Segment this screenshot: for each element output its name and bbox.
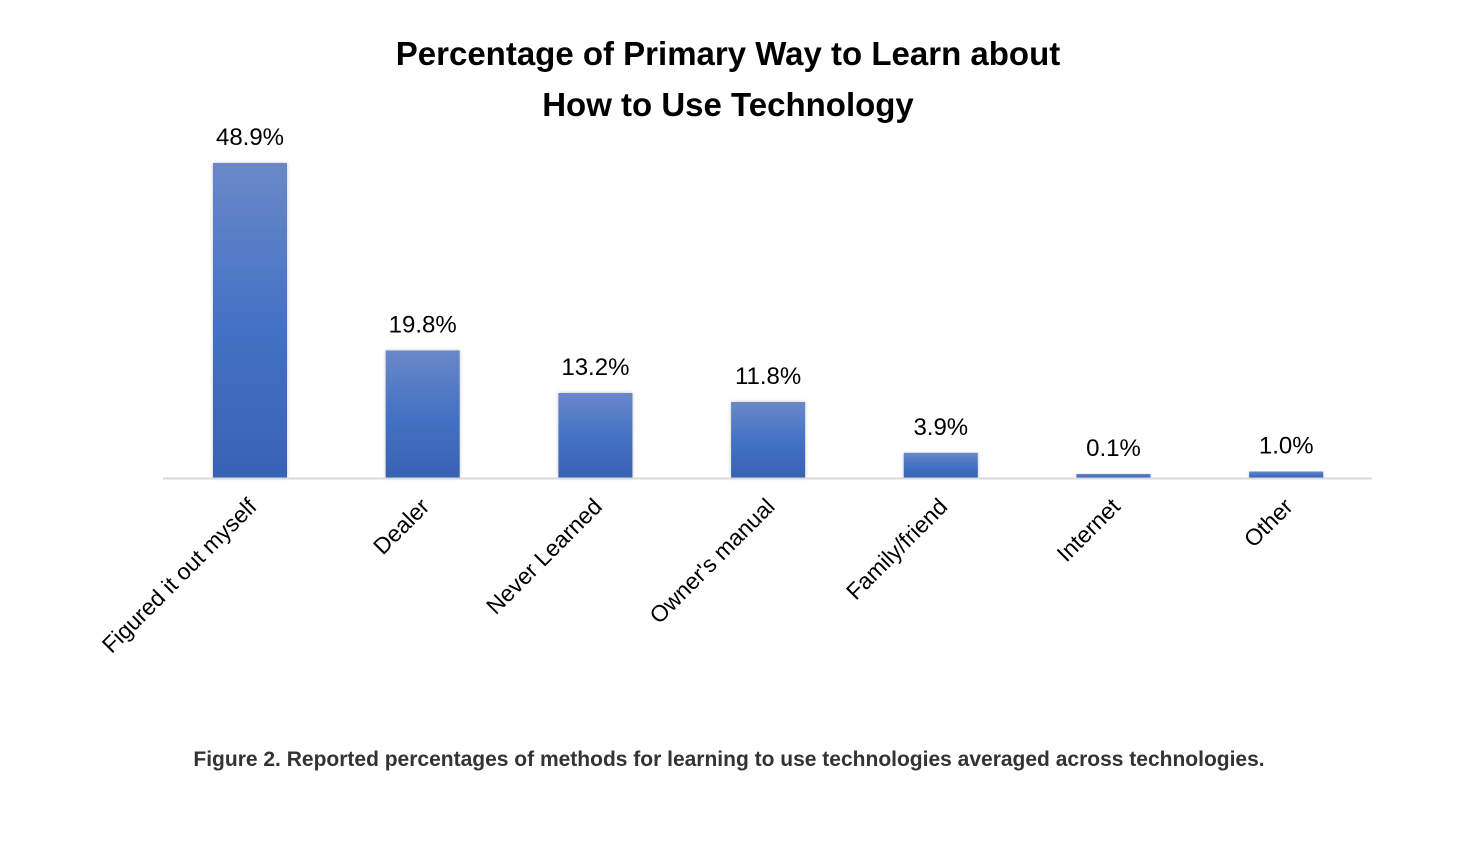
data-label-6: 1.0% xyxy=(1259,433,1314,460)
x-tick-label-4: Family/friend xyxy=(841,493,952,604)
bar-6 xyxy=(1249,471,1324,478)
bar-1 xyxy=(385,350,460,478)
data-label-5: 0.1% xyxy=(1086,435,1141,462)
bar-5 xyxy=(1076,474,1151,478)
x-tick-label-3: Owner's manual xyxy=(644,493,779,628)
x-tick-label-6: Other xyxy=(1239,493,1298,552)
x-tick-label-2: Never Learned xyxy=(481,493,607,619)
data-label-2: 13.2% xyxy=(561,354,629,381)
data-label-4: 3.9% xyxy=(913,414,968,441)
bar-3 xyxy=(731,401,806,478)
bar-2 xyxy=(558,392,633,478)
bar-0 xyxy=(213,163,287,478)
data-label-1: 19.8% xyxy=(389,311,457,338)
data-label-0: 48.9% xyxy=(216,124,284,151)
x-tick-label-5: Internet xyxy=(1051,493,1125,567)
data-label-3: 11.8% xyxy=(735,363,801,390)
bar-4 xyxy=(903,452,978,478)
figure-caption: Figure 2. Reported percentages of method… xyxy=(193,748,1265,771)
chart-title-line-1: Percentage of Primary Way to Learn about xyxy=(396,35,1060,72)
chart-title-line-2: How to Use Technology xyxy=(542,86,914,123)
x-tick-label-0: Figured it out myself xyxy=(97,493,262,658)
x-tick-label-1: Dealer xyxy=(368,493,435,560)
